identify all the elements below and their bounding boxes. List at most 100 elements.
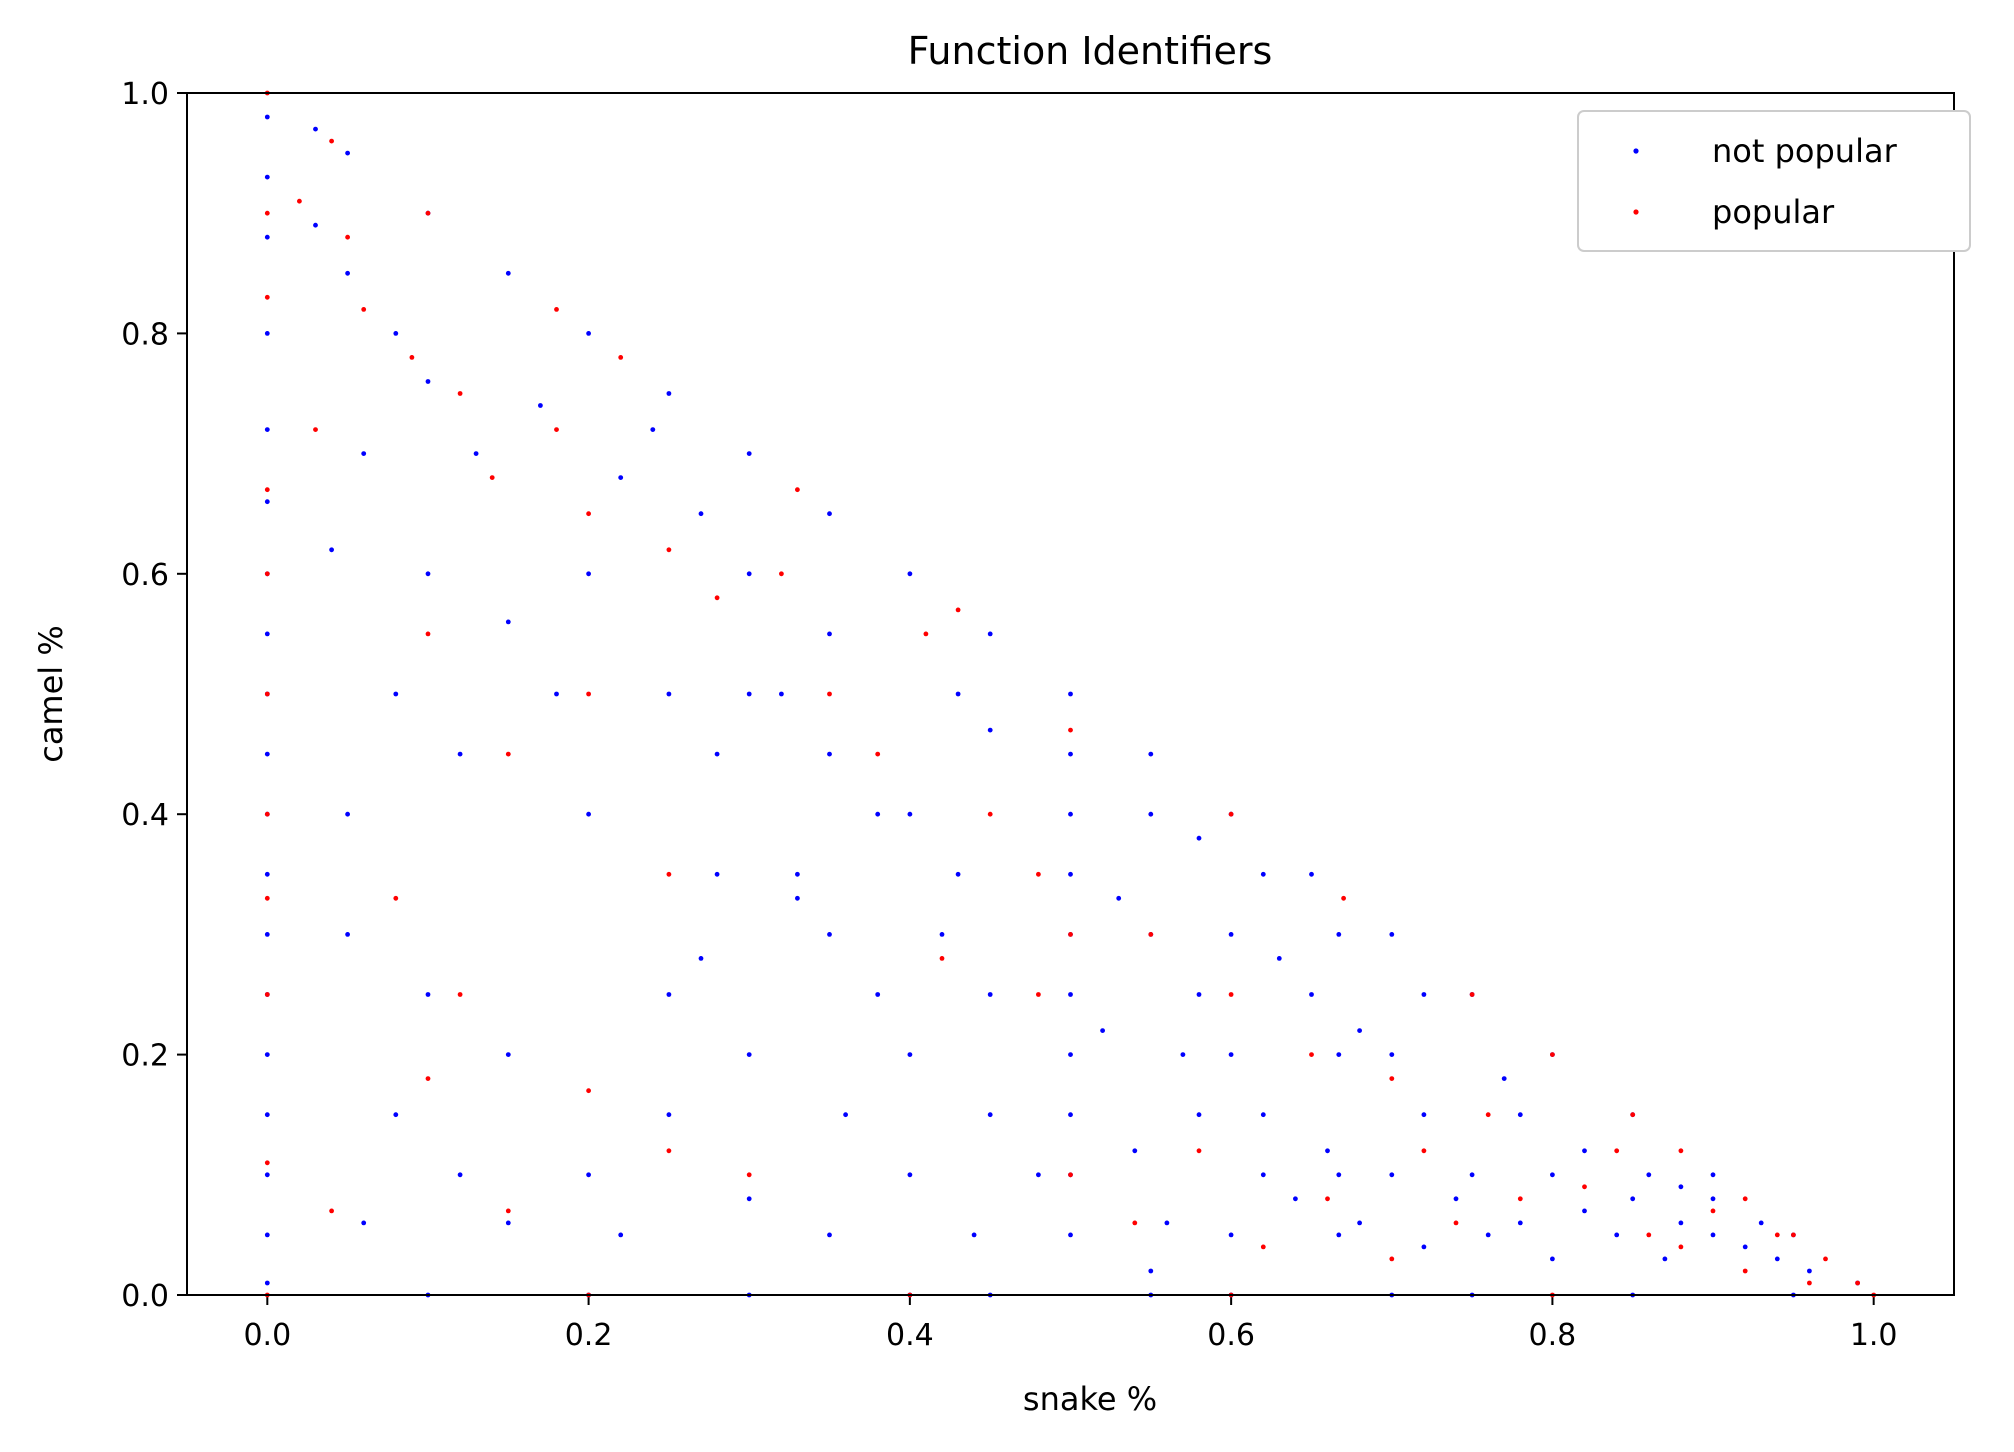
point-not-popular: [1501, 1076, 1507, 1081]
point-popular: [313, 427, 318, 432]
point-not-popular: [329, 547, 334, 553]
point-not-popular: [1196, 992, 1202, 997]
point-not-popular: [666, 691, 672, 697]
point-popular: [329, 138, 334, 144]
point-not-popular: [618, 475, 624, 480]
point-popular: [875, 751, 881, 757]
point-not-popular: [827, 932, 832, 937]
point-not-popular: [425, 571, 431, 577]
point-not-popular: [1148, 751, 1154, 757]
point-not-popular: [1336, 932, 1342, 937]
point-not-popular: [457, 1172, 463, 1178]
point-not-popular: [1774, 1256, 1780, 1262]
point-not-popular: [264, 114, 270, 120]
x-tick-label: 0.0: [243, 1318, 291, 1353]
point-not-popular: [971, 1232, 977, 1238]
point-popular: [1325, 1196, 1330, 1202]
point-popular: [1742, 1196, 1748, 1202]
point-popular: [1550, 1052, 1555, 1057]
point-not-popular: [955, 691, 961, 697]
point-not-popular: [473, 451, 479, 456]
point-popular: [1791, 1232, 1796, 1238]
x-tick-label: 0.6: [1207, 1318, 1255, 1353]
point-not-popular: [1614, 1232, 1620, 1238]
point-not-popular: [1228, 1232, 1234, 1238]
legend: not popular popular: [1577, 110, 1971, 252]
point-popular: [1742, 1268, 1748, 1274]
point-popular: [1807, 1280, 1812, 1286]
point-not-popular: [393, 331, 399, 336]
point-popular: [666, 871, 672, 877]
point-not-popular: [827, 751, 832, 757]
point-not-popular: [554, 691, 559, 697]
y-tick-label: 0.4: [121, 798, 169, 833]
point-not-popular: [361, 1220, 367, 1226]
legend-label-popular: popular: [1712, 193, 1835, 231]
point-not-popular: [345, 811, 350, 817]
point-not-popular: [345, 270, 350, 276]
points-layer: [264, 90, 1877, 1298]
y-tick-label: 1.0: [121, 77, 169, 112]
point-popular: [1774, 1232, 1780, 1238]
point-not-popular: [698, 511, 704, 517]
point-not-popular: [1116, 895, 1122, 901]
point-popular: [1309, 1052, 1314, 1057]
point-not-popular: [698, 956, 704, 961]
point-popular: [329, 1208, 334, 1214]
point-popular: [1678, 1244, 1684, 1250]
point-not-popular: [1068, 691, 1073, 697]
point-not-popular: [425, 379, 431, 384]
point-not-popular: [1068, 992, 1073, 997]
x-tick-label: 1.0: [1850, 1318, 1898, 1353]
point-not-popular: [1309, 992, 1314, 997]
point-not-popular: [1068, 751, 1073, 757]
legend-marker-popular: [1633, 209, 1639, 215]
point-not-popular: [1196, 835, 1202, 841]
point-not-popular: [746, 1196, 752, 1202]
point-popular: [1485, 1112, 1491, 1118]
point-not-popular: [1148, 1268, 1154, 1274]
point-not-popular: [827, 631, 832, 637]
point-not-popular: [1036, 1172, 1041, 1178]
point-not-popular: [875, 811, 881, 817]
point-not-popular: [1068, 1112, 1073, 1118]
point-popular: [264, 811, 270, 817]
point-popular: [779, 571, 784, 577]
point-popular: [393, 895, 399, 901]
point-popular: [618, 355, 624, 360]
point-popular: [409, 355, 415, 360]
point-not-popular: [1389, 1172, 1395, 1178]
point-not-popular: [505, 1220, 511, 1226]
point-popular: [489, 475, 495, 480]
series-popular: [264, 90, 1877, 1298]
point-popular: [505, 1208, 511, 1214]
point-not-popular: [1582, 1148, 1587, 1154]
point-not-popular: [1742, 1244, 1748, 1250]
point-not-popular: [779, 691, 784, 697]
point-not-popular: [264, 1052, 270, 1057]
point-popular: [1582, 1184, 1587, 1190]
point-not-popular: [1389, 932, 1395, 937]
point-not-popular: [907, 811, 913, 817]
point-popular: [1036, 871, 1041, 877]
point-not-popular: [1260, 1112, 1266, 1118]
point-popular: [586, 1088, 591, 1094]
point-not-popular: [1710, 1232, 1716, 1238]
point-not-popular: [264, 631, 270, 637]
point-popular: [425, 210, 431, 216]
point-not-popular: [425, 992, 431, 997]
legend-label-not-popular: not popular: [1712, 132, 1898, 170]
point-not-popular: [1260, 871, 1266, 877]
point-popular: [264, 294, 270, 300]
point-not-popular: [1260, 1172, 1266, 1178]
point-popular: [1630, 1112, 1636, 1118]
point-not-popular: [1517, 1220, 1523, 1226]
point-not-popular: [586, 1172, 591, 1178]
point-not-popular: [907, 1052, 913, 1057]
point-popular: [1341, 895, 1346, 901]
point-popular: [586, 511, 591, 517]
point-not-popular: [746, 691, 752, 697]
point-popular: [264, 210, 270, 216]
x-tick-label: 0.8: [1529, 1318, 1577, 1353]
